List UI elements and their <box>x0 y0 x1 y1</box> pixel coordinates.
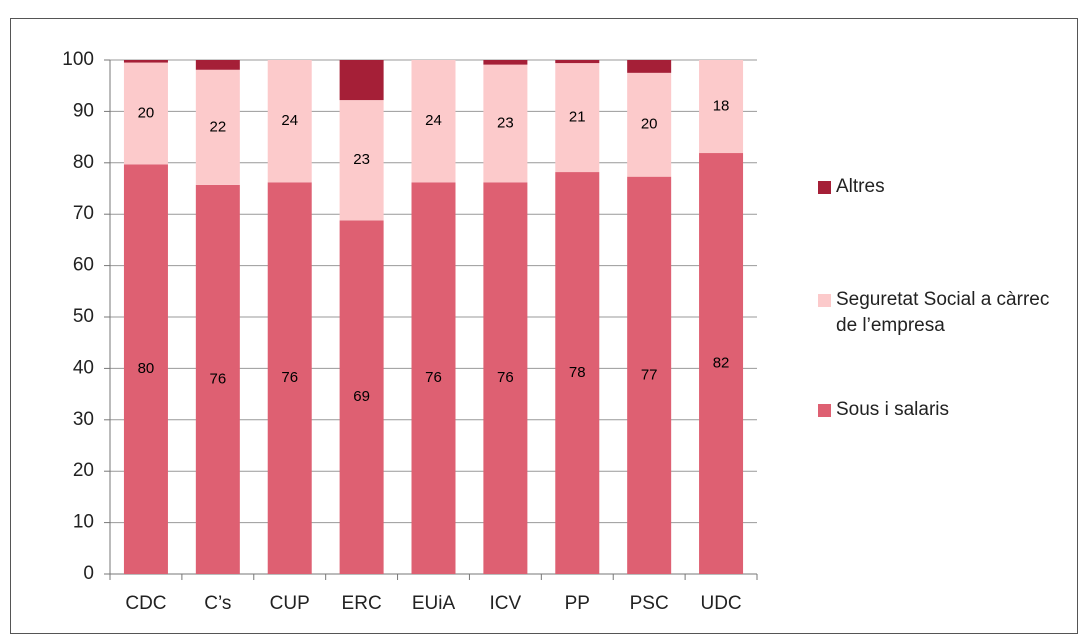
data-label: 76 <box>425 369 442 386</box>
y-tick-label: 30 <box>73 409 94 430</box>
data-label: 76 <box>497 369 514 386</box>
y-tick-label: 60 <box>73 255 94 276</box>
bar-segment <box>123 62 168 165</box>
bar-segment <box>339 220 384 575</box>
legend-item: Altres <box>818 174 1068 200</box>
bar-segment <box>267 182 312 574</box>
data-label: 21 <box>569 109 586 126</box>
bar-segment <box>627 72 672 177</box>
x-tick-label: UDC <box>700 593 741 614</box>
data-label: 76 <box>209 370 226 387</box>
bar-segment <box>123 60 168 63</box>
data-label: 22 <box>209 118 226 135</box>
y-tick-label: 40 <box>73 357 94 378</box>
bar-segment <box>699 153 744 574</box>
data-label: 23 <box>353 151 370 168</box>
y-tick-label: 100 <box>62 49 94 70</box>
y-tick-label: 70 <box>73 203 94 224</box>
legend-swatch <box>818 404 831 417</box>
y-tick-label: 0 <box>83 563 94 584</box>
bar-segment <box>195 60 240 70</box>
x-tick-label: CDC <box>125 593 166 614</box>
bar-segment <box>411 60 456 183</box>
bar-segment <box>555 172 600 574</box>
legend-item: Sous i salaris <box>818 397 1068 423</box>
x-tick-label: PP <box>565 593 590 614</box>
bar-segment <box>483 182 528 574</box>
data-label: 69 <box>353 388 370 405</box>
data-label: 24 <box>425 112 442 129</box>
chart-border <box>10 18 1078 634</box>
data-label: 18 <box>713 97 730 114</box>
bar-segment <box>699 60 744 154</box>
bar-segment <box>195 69 240 185</box>
bar-segment <box>195 184 240 575</box>
data-label: 78 <box>569 364 586 381</box>
x-tick-label: ERC <box>342 593 382 614</box>
legend-swatch <box>818 294 831 307</box>
y-tick-label: 50 <box>73 306 94 327</box>
data-label: 24 <box>281 112 298 129</box>
data-label: 80 <box>138 360 155 377</box>
y-tick-label: 80 <box>73 152 94 173</box>
bar-segment <box>123 164 168 575</box>
legend-swatch <box>818 181 831 194</box>
x-tick-label: EUiA <box>412 593 456 614</box>
x-tick-label: ICV <box>490 593 522 614</box>
data-label: 77 <box>641 366 658 383</box>
data-label: 82 <box>713 354 730 371</box>
legend-item: Seguretat Social a càrrec de l’empresa <box>818 287 1068 339</box>
bar-segment <box>555 60 600 64</box>
legend-label: Altres <box>836 176 885 197</box>
x-tick-label: C’s <box>204 593 231 614</box>
y-tick-label: 90 <box>73 100 94 121</box>
bar-segment <box>339 100 384 221</box>
bar-segment <box>627 176 672 575</box>
legend-label: Sous i salaris <box>836 399 949 420</box>
x-tick-label: PSC <box>630 593 669 614</box>
x-tick-label: CUP <box>270 593 310 614</box>
bar-segment <box>267 60 312 183</box>
bar-segment <box>627 60 672 73</box>
y-tick-label: 20 <box>73 460 94 481</box>
data-label: 76 <box>281 369 298 386</box>
y-tick-label: 10 <box>73 512 94 533</box>
bar-segment <box>411 182 456 574</box>
bar-segment <box>555 63 600 173</box>
bar-segment <box>339 60 384 101</box>
bar-segment <box>483 64 528 183</box>
legend-label: Seguretat Social a càrrec de l’empresa <box>836 289 1050 336</box>
data-label: 23 <box>497 114 514 131</box>
data-label: 20 <box>138 104 155 121</box>
bar-segment <box>483 60 528 65</box>
data-label: 20 <box>641 116 658 133</box>
